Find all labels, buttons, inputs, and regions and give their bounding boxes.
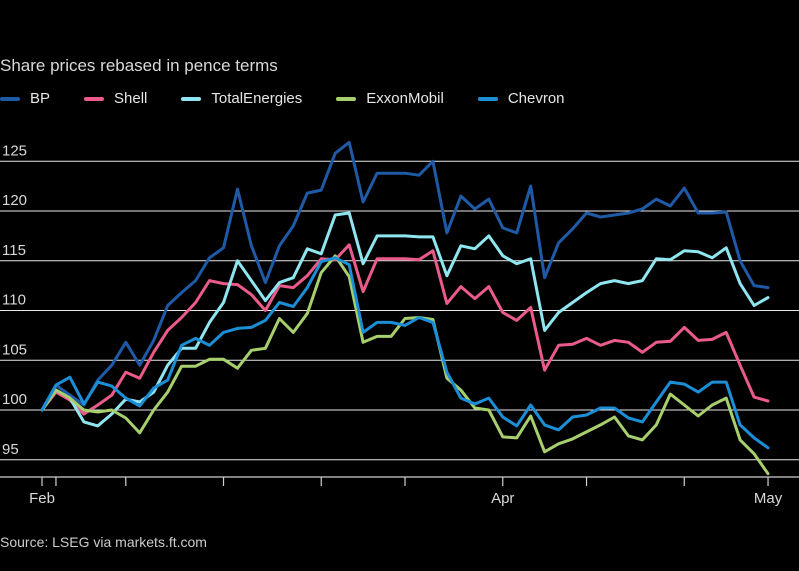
legend-label-totalenergies: TotalEnergies bbox=[211, 90, 303, 107]
legend-item-shell: Shell bbox=[84, 90, 147, 107]
grid-layer: 95 100 105 110 115 120 125 bbox=[0, 142, 799, 461]
x-tick-label-may: May bbox=[754, 490, 783, 507]
legend-label-shell: Shell bbox=[114, 90, 148, 107]
legend-item-totalenergies: TotalEnergies bbox=[181, 90, 302, 107]
series-line-totalenergies bbox=[40, 211, 770, 428]
y-tick-label-95: 95 bbox=[2, 441, 19, 458]
y-tick-label-125: 125 bbox=[2, 142, 27, 159]
series-layer bbox=[40, 140, 770, 476]
y-tick-label-100: 100 bbox=[2, 391, 27, 408]
legend-swatch-bp bbox=[0, 96, 20, 101]
series-line-exxonmobil bbox=[40, 254, 770, 476]
legend-label-bp: BP bbox=[30, 90, 51, 107]
source-note: Source: LSEG via markets.ft.com bbox=[0, 534, 207, 550]
legend-swatch-chevron bbox=[477, 96, 498, 101]
series-line-bp bbox=[40, 140, 770, 412]
legend: BP Shell TotalEnergies ExxonMobil Chevro… bbox=[0, 90, 599, 107]
legend-swatch-exxonmobil bbox=[336, 96, 357, 101]
legend-label-exxonmobil: ExxonMobil bbox=[366, 90, 444, 107]
y-tick-label-115: 115 bbox=[2, 242, 26, 259]
x-axis: Feb Apr May bbox=[0, 476, 799, 507]
series-line-chevron bbox=[40, 256, 770, 450]
legend-label-chevron: Chevron bbox=[507, 90, 565, 107]
y-tick-label-120: 120 bbox=[2, 192, 27, 209]
legend-swatch-totalenergies bbox=[181, 96, 202, 101]
y-tick-label-105: 105 bbox=[2, 341, 27, 358]
legend-item-exxonmobil: ExxonMobil bbox=[336, 90, 444, 107]
x-tick-label-apr: Apr bbox=[491, 490, 514, 507]
legend-item-bp: BP bbox=[0, 90, 50, 107]
legend-item-chevron: Chevron bbox=[477, 90, 565, 107]
legend-swatch-shell bbox=[84, 96, 105, 101]
chart-subtitle: Share prices rebased in pence terms bbox=[0, 56, 278, 75]
x-tick-label-feb: Feb bbox=[29, 490, 55, 507]
series-line-shell bbox=[40, 243, 770, 416]
y-tick-label-110: 110 bbox=[2, 292, 26, 309]
